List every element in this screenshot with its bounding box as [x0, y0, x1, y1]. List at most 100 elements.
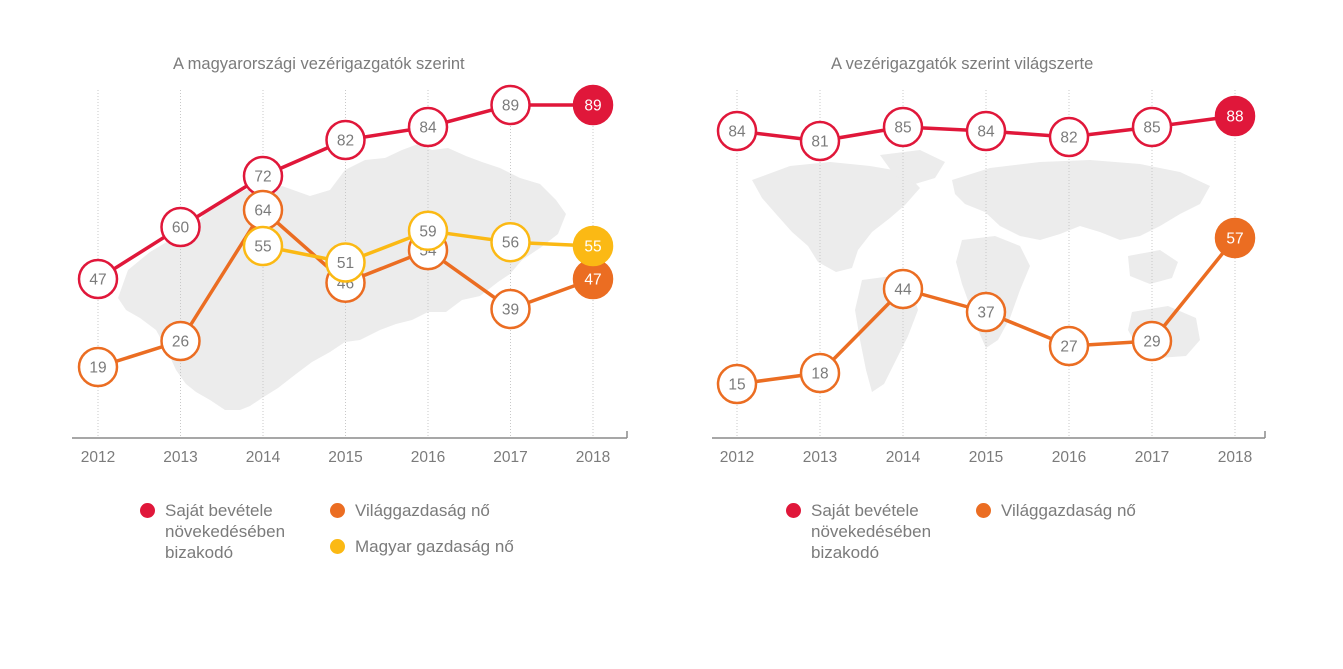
data-label: 82 — [337, 133, 354, 150]
data-point-marker — [490, 288, 531, 330]
data-point: 39 — [490, 288, 531, 330]
data-label: 89 — [584, 98, 601, 115]
legend-dot-icon — [786, 503, 801, 518]
data-label: 44 — [894, 282, 912, 299]
x-tick-label: 2016 — [1052, 449, 1086, 466]
data-label: 57 — [1226, 231, 1243, 248]
data-label: 15 — [728, 377, 745, 394]
data-point-marker — [407, 106, 449, 148]
data-point-marker — [572, 84, 614, 126]
legend-label: Saját bevétele növekedésében bizakodó — [811, 500, 931, 563]
data-label: 29 — [1143, 334, 1160, 351]
legend-dot-icon — [330, 539, 345, 554]
data-point-marker — [77, 346, 119, 388]
data-point: 84 — [407, 106, 449, 148]
x-tick-label: 2014 — [886, 449, 921, 466]
data-point-marker — [799, 120, 841, 162]
data-point: 55 — [572, 225, 614, 267]
data-point: 88 — [1214, 95, 1256, 137]
legend-label: Világgazdaság nő — [355, 500, 490, 521]
data-point: 18 — [799, 352, 841, 394]
data-label: 60 — [172, 220, 190, 237]
chart-hungary: 2012 2013 2014 2015 2016 2017 2018 47 60 72 82 84 89… — [72, 84, 628, 466]
data-point: 56 — [490, 221, 531, 263]
data-label: 55 — [254, 239, 271, 256]
x-tick-label: 2014 — [246, 449, 281, 466]
data-point: 57 — [1214, 217, 1256, 259]
legend-item: Saját bevétele növekedésében bizakodó — [140, 500, 285, 563]
data-label: 55 — [584, 239, 601, 256]
legend-item: Világgazdaság nő — [976, 500, 1136, 521]
data-point-marker — [799, 352, 841, 394]
data-label: 84 — [977, 124, 995, 141]
x-tick-label: 2015 — [969, 449, 1003, 466]
data-point: 55 — [242, 225, 284, 267]
data-label: 82 — [1060, 130, 1077, 147]
x-tick-label: 2016 — [411, 449, 445, 466]
legend-label-line: Saját bevétele — [811, 501, 919, 520]
data-point: 51 — [325, 242, 366, 283]
data-point-marker — [1048, 325, 1090, 367]
data-point: 19 — [77, 346, 119, 388]
data-label: 47 — [89, 272, 106, 289]
data-label: 88 — [1226, 109, 1243, 126]
data-point: 59 — [407, 210, 449, 252]
data-point-marker — [1214, 217, 1256, 259]
data-point-marker — [242, 225, 284, 267]
data-label: 19 — [89, 360, 106, 377]
data-label: 89 — [502, 98, 519, 115]
legend-label-line: bizakodó — [811, 543, 880, 562]
data-point: 84 — [716, 110, 758, 152]
data-point-marker — [325, 242, 366, 283]
x-tick-label: 2013 — [803, 449, 837, 466]
legend-label-line: Magyar gazdaság nő — [355, 537, 514, 556]
data-point: 84 — [965, 110, 1007, 152]
data-point-marker — [490, 84, 531, 126]
data-point-marker — [1131, 106, 1173, 148]
data-point: 15 — [716, 363, 758, 405]
legend-label-line: növekedésében — [165, 522, 286, 541]
data-point-marker — [882, 268, 924, 310]
data-point: 37 — [965, 291, 1007, 333]
data-label: 26 — [172, 334, 189, 351]
data-point-marker — [965, 110, 1007, 152]
legend-label-line: Világgazdaság nő — [1001, 501, 1136, 520]
world-map — [752, 150, 1210, 392]
data-label: 59 — [419, 223, 436, 240]
data-point-marker — [882, 106, 924, 148]
data-label: 37 — [977, 305, 994, 322]
data-point-marker — [1048, 116, 1090, 158]
data-point-marker — [325, 119, 366, 161]
data-point: 60 — [160, 206, 201, 248]
data-point: 44 — [882, 268, 924, 310]
data-point: 89 — [490, 84, 531, 126]
data-point: 64 — [242, 189, 284, 231]
x-tick-label: 2012 — [81, 449, 115, 466]
chart-world: 2012 2013 2014 2015 2016 2017 2018 84 81 85 84 82 85… — [712, 90, 1266, 466]
data-label: 85 — [1143, 120, 1160, 137]
data-point: 26 — [160, 320, 201, 362]
legend-dot-icon — [330, 503, 345, 518]
x-tick-label: 2013 — [163, 449, 197, 466]
data-label: 39 — [502, 302, 519, 319]
data-point-marker — [1131, 320, 1173, 362]
data-point: 72 — [242, 155, 284, 197]
legend-label: Saját bevétele növekedésében bizakodó — [165, 500, 285, 563]
data-point-marker — [77, 258, 119, 300]
x-tick-label: 2012 — [720, 449, 754, 466]
data-point: 81 — [799, 120, 841, 162]
x-tick-label: 2017 — [493, 449, 527, 466]
data-label: 84 — [728, 124, 746, 141]
data-label: 72 — [254, 169, 271, 186]
legend-item: Magyar gazdaság nő — [330, 536, 514, 557]
data-point: 85 — [882, 106, 924, 148]
data-point: 27 — [1048, 325, 1090, 367]
data-point-marker — [160, 206, 201, 248]
data-point-marker — [572, 225, 614, 267]
chart-title-hungary: A magyarországi vezérigazgatók szerint — [173, 55, 465, 73]
legend-dot-icon — [140, 503, 155, 518]
data-label: 64 — [254, 203, 272, 220]
data-point-marker — [407, 210, 449, 252]
